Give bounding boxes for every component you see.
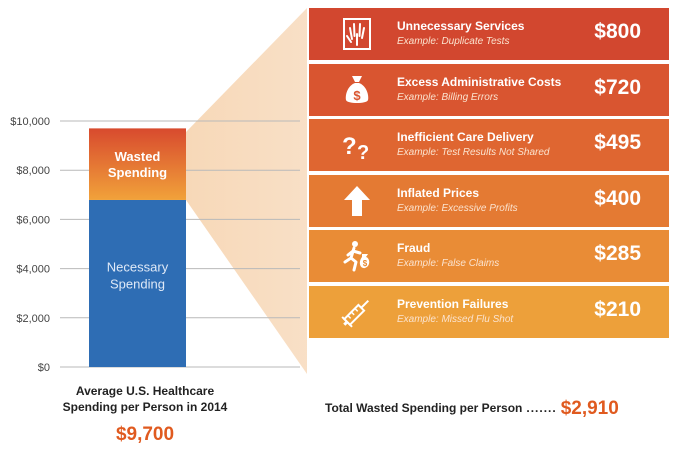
svg-text:$: $ — [353, 88, 361, 103]
total-wasted-row: Total Wasted Spending per Person....... $… — [325, 398, 645, 420]
category-amount: $285 — [594, 242, 641, 266]
category-amount: $720 — [594, 75, 641, 99]
y-tick-label: $4,000 — [16, 264, 50, 276]
necessary-label-line: Spending — [110, 276, 165, 291]
svg-text:$: $ — [363, 259, 368, 268]
y-tick-label: $8,000 — [16, 165, 50, 177]
category-example: Example: Test Results Not Shared — [397, 147, 550, 159]
wasted-label-line: Spending — [108, 165, 167, 180]
money-bag-icon: $ — [339, 72, 375, 108]
waste-category-box: Unnecessary Services Example: Duplicate T… — [309, 8, 669, 60]
waste-category-box: $ Fraud Example: False Claims $285 — [309, 230, 669, 283]
syringe-icon — [339, 294, 375, 330]
leader-dots: ....... — [526, 401, 557, 415]
category-title: Unnecessary Services — [397, 19, 525, 33]
y-tick-label: $10,000 — [10, 116, 50, 128]
caption-line-2: Spending per Person in 2014 — [62, 400, 228, 414]
y-tick-label: $0 — [38, 362, 50, 374]
breakdown-wedge — [186, 8, 307, 374]
category-title: Inflated Prices — [397, 185, 480, 200]
category-amount: $800 — [594, 20, 641, 43]
category-title: Excess Administrative Costs — [397, 74, 562, 89]
waste-category-box: ?? Inefficient Care Delivery Example: Test… — [309, 119, 669, 172]
average-spending-total: $9,700 — [115, 424, 175, 445]
category-amount: $210 — [594, 298, 641, 321]
category-example: Example: Excessive Profits — [397, 202, 518, 214]
category-example: Example: Duplicate Tests — [397, 36, 510, 47]
category-example: Example: Missed Flu Shot — [397, 314, 514, 325]
arrow-up-icon — [339, 183, 375, 219]
waste-category-box: Prevention Failures Example: Missed Flu S… — [309, 286, 669, 338]
category-amount: $495 — [594, 131, 641, 155]
category-example: Example: False Claims — [397, 258, 500, 270]
y-tick-labels: $0 $2,000 $4,000 $6,000 $8,000 $10,000 — [10, 116, 50, 374]
average-spending-caption: Average U.S. Healthcare Spending per Per… — [40, 383, 250, 415]
total-wasted-label: Total Wasted Spending per Person — [325, 401, 523, 415]
svg-text:?: ? — [342, 133, 357, 160]
category-title: Prevention Failures — [397, 297, 509, 311]
y-tick-label: $6,000 — [16, 214, 50, 226]
category-amount: $400 — [594, 186, 641, 210]
question-marks-icon: ?? — [339, 127, 375, 164]
caption-line-1: Average U.S. Healthcare — [75, 384, 215, 398]
xray-hand-icon — [339, 16, 375, 52]
category-example: Example: Billing Errors — [397, 91, 499, 103]
waste-category-box: Inflated Prices Example: Excessive Profit… — [309, 174, 669, 227]
category-title: Fraud — [397, 241, 431, 256]
wasted-label-line: Wasted — [115, 149, 161, 164]
wasted-spending-bar — [89, 128, 186, 200]
total-wasted-amount: $2,910 — [560, 398, 619, 419]
necessary-label-line: Necessary — [107, 259, 169, 274]
running-man-moneybag-icon: $ — [339, 238, 375, 274]
necessary-spending-bar — [89, 199, 186, 367]
y-tick-label: $2,000 — [16, 313, 50, 325]
waste-category-box: $ Excess Administrative Costs Example: Bil… — [309, 63, 669, 116]
category-title: Inefficient Care Delivery — [397, 130, 534, 145]
svg-text:?: ? — [357, 142, 369, 163]
